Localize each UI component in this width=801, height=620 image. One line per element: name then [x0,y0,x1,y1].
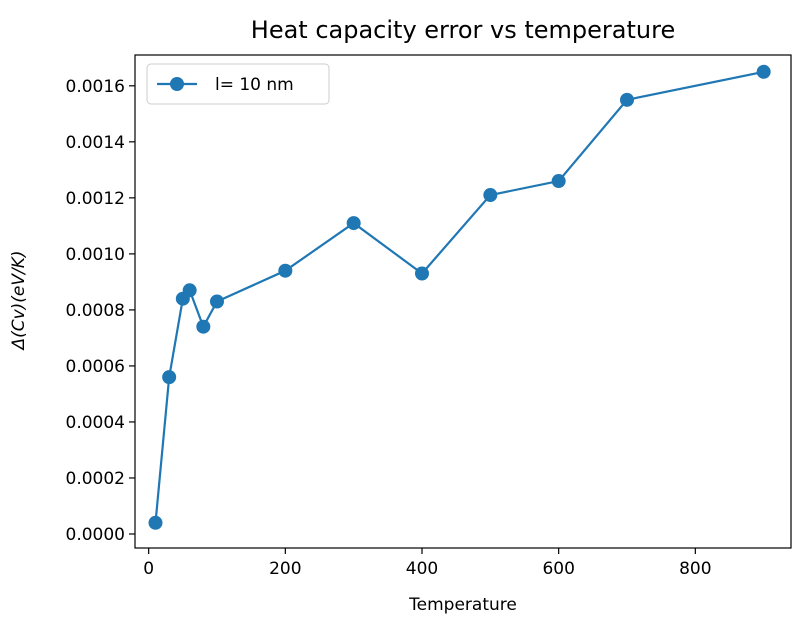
legend-frame [146,63,330,105]
x-tick-label: 0 [143,559,154,579]
data-point [756,64,771,79]
data-point [162,370,177,385]
x-tick-label: 800 [679,559,711,579]
legend-marker [170,77,184,91]
y-tick-label: 0.0010 [66,245,125,265]
data-point [620,92,634,107]
y-axis-title: Δ(Cv)(eV/K) [9,250,29,351]
y-tick-label: 0.0000 [66,525,125,545]
series-group [148,64,771,530]
chart-title: Heat capacity error vs temperature [251,16,675,44]
data-point [196,319,211,334]
legend-label: l= 10 nm [215,75,294,95]
x-tick-label: 400 [406,559,438,579]
data-point [148,515,163,530]
x-tick-label: 200 [269,559,301,579]
y-tick-label: 0.0004 [66,413,125,433]
y-tick-label: 0.0002 [66,469,125,489]
y-tick-label: 0.0012 [66,189,125,209]
y-tick-label: 0.0014 [66,133,125,153]
x-axis-title: Temperature [408,595,517,615]
y-tick-label: 0.0008 [66,301,125,321]
x-tick-label: 600 [542,559,574,579]
data-point [346,216,361,231]
y-tick-label: 0.0006 [66,357,125,377]
data-point [551,174,566,189]
data-point [483,188,498,203]
x-axis: 0 200 400 600 800 [143,548,712,579]
data-point [278,263,293,278]
data-point [415,266,429,281]
data-point [182,283,197,298]
y-tick-label: 0.0016 [66,77,125,97]
plot-area [134,54,792,549]
legend: l= 10 nm [146,63,330,105]
data-point [210,294,224,309]
y-axis: 0.0000 0.0002 0.0004 0.0006 0.0008 0.0010 0.00… [66,77,135,545]
series-line [154,70,765,524]
plot-frame [134,54,792,549]
